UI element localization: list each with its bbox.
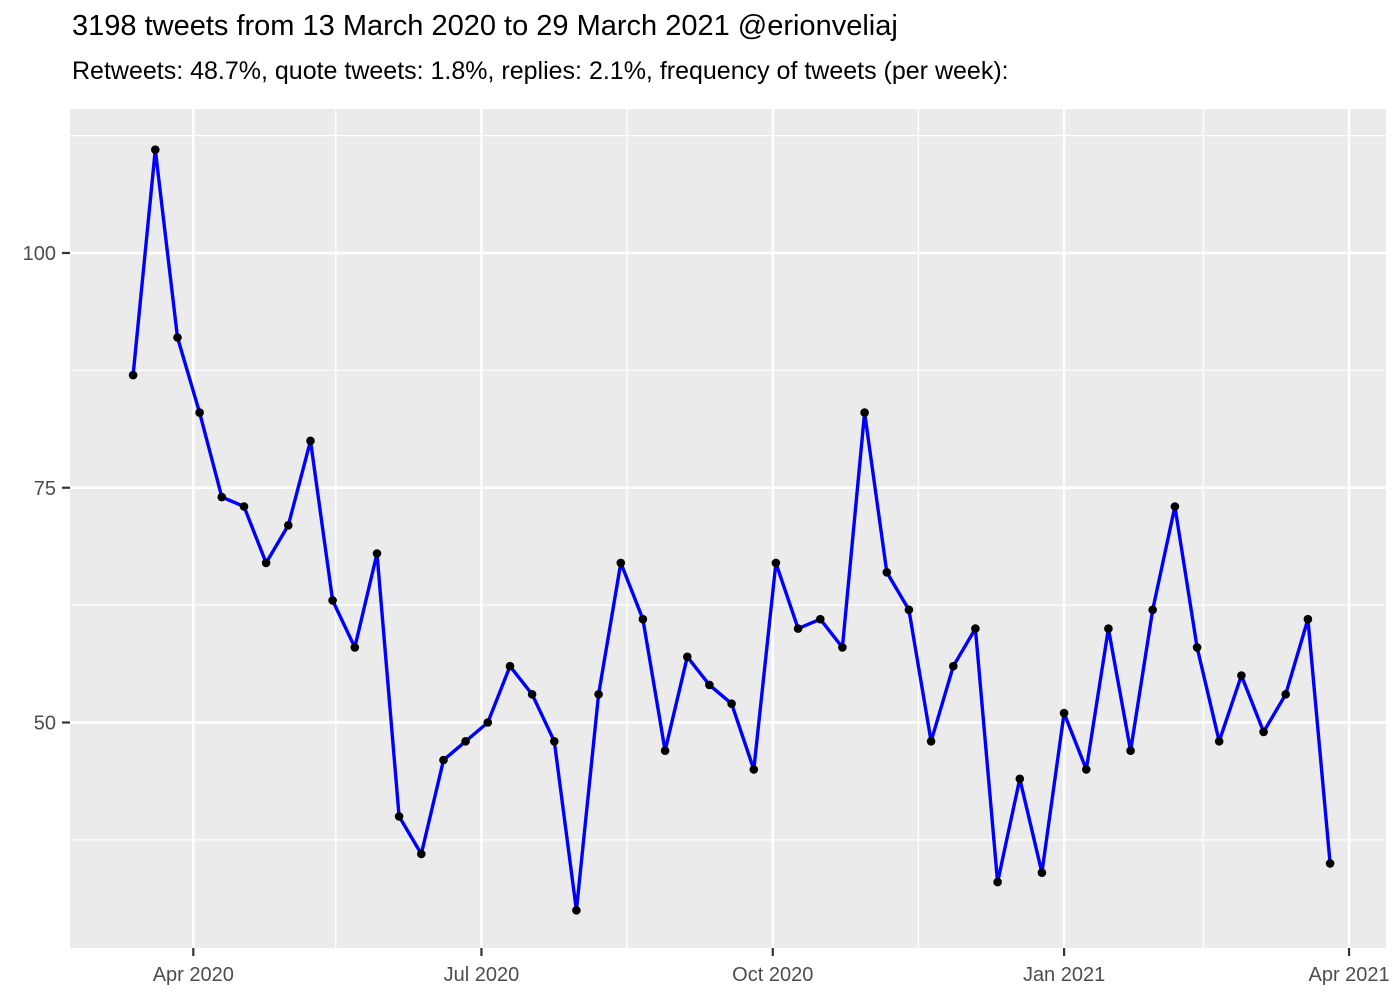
data-point [328,596,337,605]
data-point [926,737,936,746]
data-point [550,737,559,746]
data-point [993,877,1002,887]
data-point [594,690,603,699]
data-point [1325,859,1335,868]
data-point [439,755,448,765]
chart-title: 3198 tweets from 13 March 2020 to 29 Mar… [72,10,898,42]
y-axis-label: 75 [34,478,56,500]
data-point [1237,671,1246,680]
data-point [1126,746,1135,755]
data-point [705,680,714,690]
data-point [394,812,404,821]
data-point [793,624,803,633]
data-point [128,370,138,380]
data-point [1015,774,1025,784]
data-point [749,765,759,774]
data-point [616,558,626,568]
data-point [1104,624,1113,633]
data-point [660,746,670,755]
data-point [217,492,227,502]
y-axis-label: 100 [23,243,56,265]
data-point [1037,868,1047,877]
chart-subtitle: Retweets: 48.7%, quote tweets: 1.8%, rep… [72,57,1009,85]
data-point [904,605,914,615]
data-point [1148,605,1157,615]
data-point [1259,727,1268,737]
data-point [860,408,869,417]
data-point [771,558,781,568]
data-point [1059,708,1069,718]
data-point [195,408,204,417]
data-point [151,145,160,154]
data-point [1082,765,1091,774]
data-point [1170,502,1180,511]
x-axis-label: Jul 2020 [444,964,520,986]
data-point [949,661,958,671]
data-point [261,558,271,568]
data-point [882,568,892,577]
x-axis-label: Oct 2020 [732,964,813,986]
data-point [572,906,581,915]
data-point [505,661,515,671]
data-point [284,521,293,530]
data-point [838,643,847,652]
data-point [638,614,648,624]
y-axis-label: 50 [34,713,56,735]
data-point [816,614,825,624]
x-axis-label: Jan 2021 [1023,964,1105,986]
data-point [1214,737,1224,746]
data-point [239,502,249,511]
data-point [1192,643,1202,652]
x-axis-label: Apr 2020 [153,964,234,986]
data-point [417,849,426,859]
data-point [306,436,315,446]
panel-background [70,109,1386,948]
data-point [1303,614,1313,624]
data-point [350,643,360,652]
data-point [683,652,692,662]
data-point [727,699,736,708]
data-point [527,690,537,699]
data-point [483,718,493,727]
data-point [971,624,980,633]
x-axis-label: Apr 2021 [1308,964,1389,986]
data-point [372,549,382,558]
data-point [1281,690,1290,699]
data-point [461,737,470,746]
data-point [173,333,182,342]
